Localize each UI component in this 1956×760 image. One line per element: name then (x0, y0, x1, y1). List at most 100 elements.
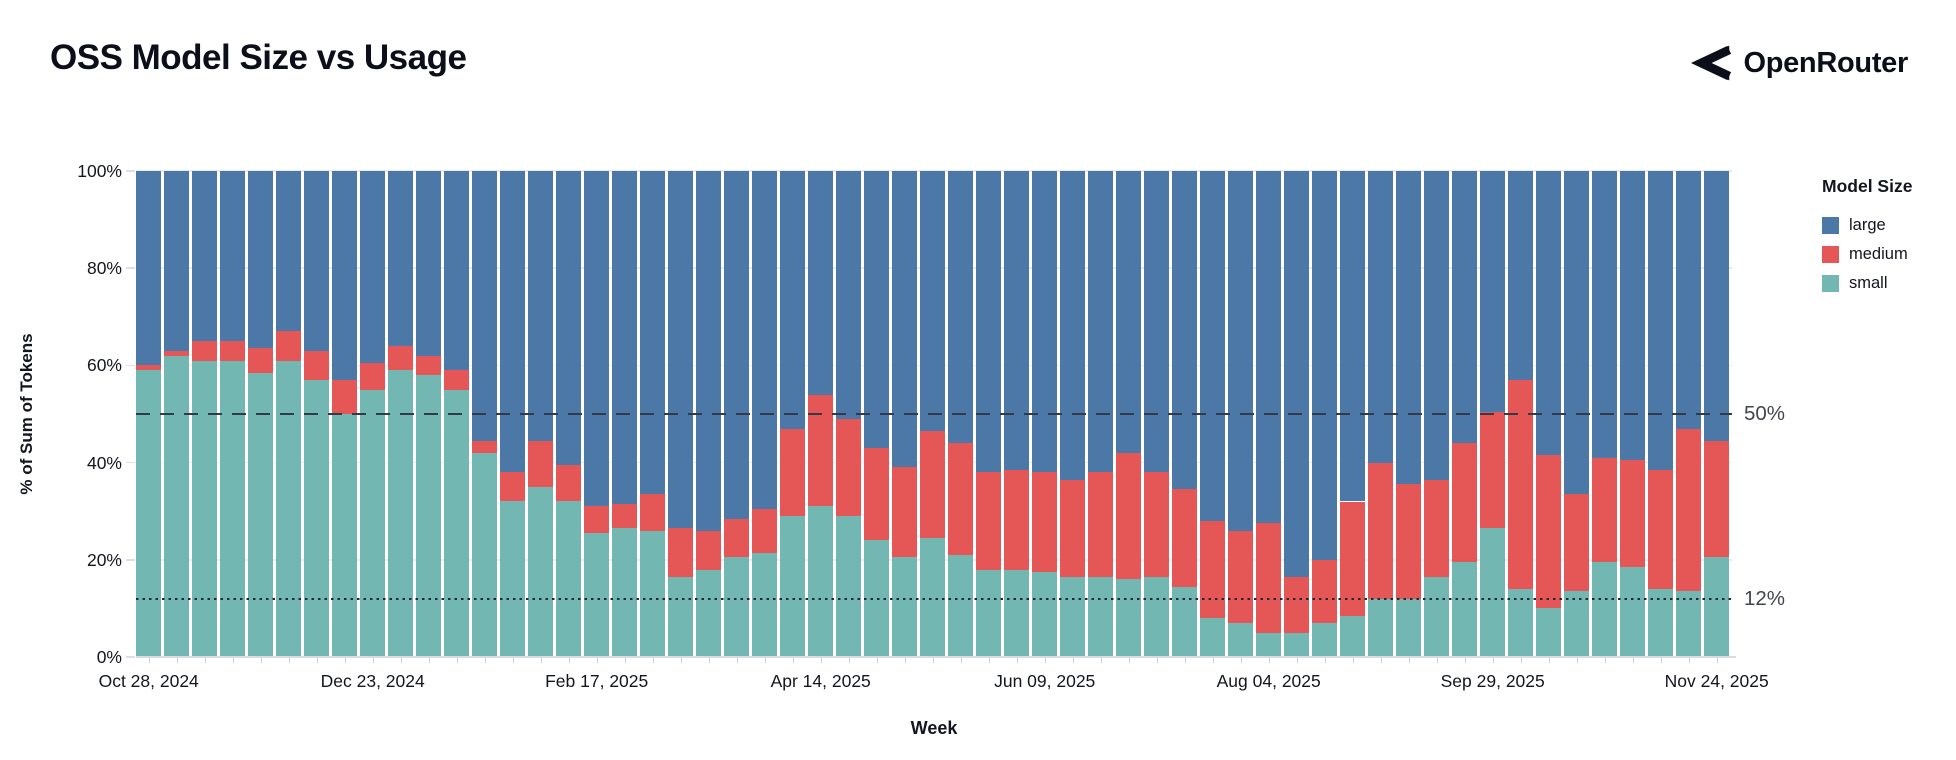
y-tick-mark (126, 170, 135, 172)
bar-segment-medium (920, 431, 946, 538)
bar-segment-large (1676, 171, 1702, 429)
bar-segment-small (1704, 557, 1730, 657)
bar-segment-small (1312, 622, 1338, 657)
bar (1480, 171, 1506, 657)
x-tick-label: Feb 17, 2025 (545, 671, 649, 691)
x-tick-mark (1268, 658, 1271, 663)
bar-segment-small (1004, 569, 1030, 657)
bar-segment-small (1620, 567, 1646, 657)
bar-segment-large (612, 171, 638, 504)
y-tick-label: 20% (86, 549, 122, 570)
bar-segment-large (808, 171, 834, 395)
bar-segment-medium (1424, 479, 1450, 577)
bar-segment-medium (472, 440, 498, 453)
bar (640, 171, 666, 657)
bar-segment-small (1480, 528, 1506, 657)
bar-segment-medium (556, 465, 582, 502)
bar (1396, 171, 1422, 657)
x-tick-mark (820, 658, 823, 663)
bar-segment-medium (1004, 469, 1030, 570)
bar (1256, 171, 1282, 657)
bar-segment-small (836, 516, 862, 657)
bar (556, 171, 582, 657)
bar-segment-medium (1648, 469, 1674, 589)
x-tick-mark (568, 658, 571, 663)
bar (696, 171, 722, 657)
bar-segment-medium (892, 467, 918, 558)
bar-segment-medium (1200, 520, 1226, 619)
bar-segment-large (136, 171, 162, 366)
bar (892, 171, 918, 657)
page-title: OSS Model Size vs Usage (50, 38, 467, 77)
bar-segment-medium (1172, 489, 1198, 587)
bar-segment-large (1004, 171, 1030, 470)
bar-segment-medium (1480, 411, 1506, 529)
bar-segment-medium (220, 341, 246, 361)
bar-segment-large (332, 171, 358, 380)
bar-segment-large (360, 171, 386, 363)
bar-segment-medium (1340, 501, 1366, 616)
x-tick-mark (1408, 658, 1411, 663)
ref-line-label: 12% (1744, 586, 1786, 610)
bar-segment-small (1424, 576, 1450, 657)
bar-segment-large (1648, 171, 1674, 470)
bar-segment-large (892, 171, 918, 468)
bar-segment-medium (1452, 443, 1478, 563)
x-tick-mark (1464, 658, 1467, 663)
x-tick-mark (232, 658, 235, 663)
bar-segment-small (1536, 608, 1562, 657)
bar-segment-medium (1368, 462, 1394, 599)
bar-segment-small (248, 372, 274, 657)
x-tick-mark (1492, 658, 1495, 663)
bar-segment-small (696, 569, 722, 657)
bar (416, 171, 442, 657)
bar-segment-large (304, 171, 330, 351)
bar (1228, 171, 1254, 657)
bar (948, 171, 974, 657)
y-axis-title: % of Sum of Tokens (17, 333, 36, 495)
x-tick-mark (1436, 658, 1439, 663)
y-tick-mark (126, 656, 135, 658)
x-tick-mark (988, 658, 991, 663)
bar-segment-small (1564, 591, 1590, 657)
bar-segment-small (1144, 576, 1170, 657)
bar-segment-medium (1704, 440, 1730, 558)
bar-segment-large (1620, 171, 1646, 461)
bar-segment-large (1256, 171, 1282, 524)
bar (500, 171, 526, 657)
x-tick-mark (624, 658, 627, 663)
bar-segment-large (1508, 171, 1534, 380)
y-tick-label: 100% (77, 161, 122, 181)
bar-segment-small (976, 569, 1002, 657)
x-tick-mark (848, 658, 851, 663)
bar-segment-medium (640, 494, 666, 531)
bar-segment-small (1508, 588, 1534, 657)
bar (192, 171, 218, 657)
bar (1284, 171, 1310, 657)
bar-segment-small (556, 501, 582, 657)
bar (1004, 171, 1030, 657)
bar-segment-small (724, 557, 750, 657)
bar-segment-medium (416, 355, 442, 376)
bar (1312, 171, 1338, 657)
brand: OpenRouter (1689, 42, 1908, 84)
bar-segment-medium (276, 331, 302, 361)
bar-segment-large (752, 171, 778, 509)
bar-segment-large (1564, 171, 1590, 495)
bar-segment-large (864, 171, 890, 449)
bar-segment-medium (1592, 457, 1618, 563)
bar-segment-large (388, 171, 414, 346)
bar-segment-large (164, 171, 190, 351)
bar-segment-medium (528, 440, 554, 487)
bar-segment-medium (1564, 494, 1590, 592)
bar-segment-small (1648, 588, 1674, 657)
bar-segment-small (640, 530, 666, 657)
bar-segment-small (752, 552, 778, 657)
bar-segment-large (1480, 171, 1506, 412)
bar-segment-medium (500, 472, 526, 502)
bar (1088, 171, 1114, 657)
bar-segment-large (696, 171, 722, 531)
bar-segment-medium (948, 443, 974, 555)
bar-segment-small (1060, 576, 1086, 657)
